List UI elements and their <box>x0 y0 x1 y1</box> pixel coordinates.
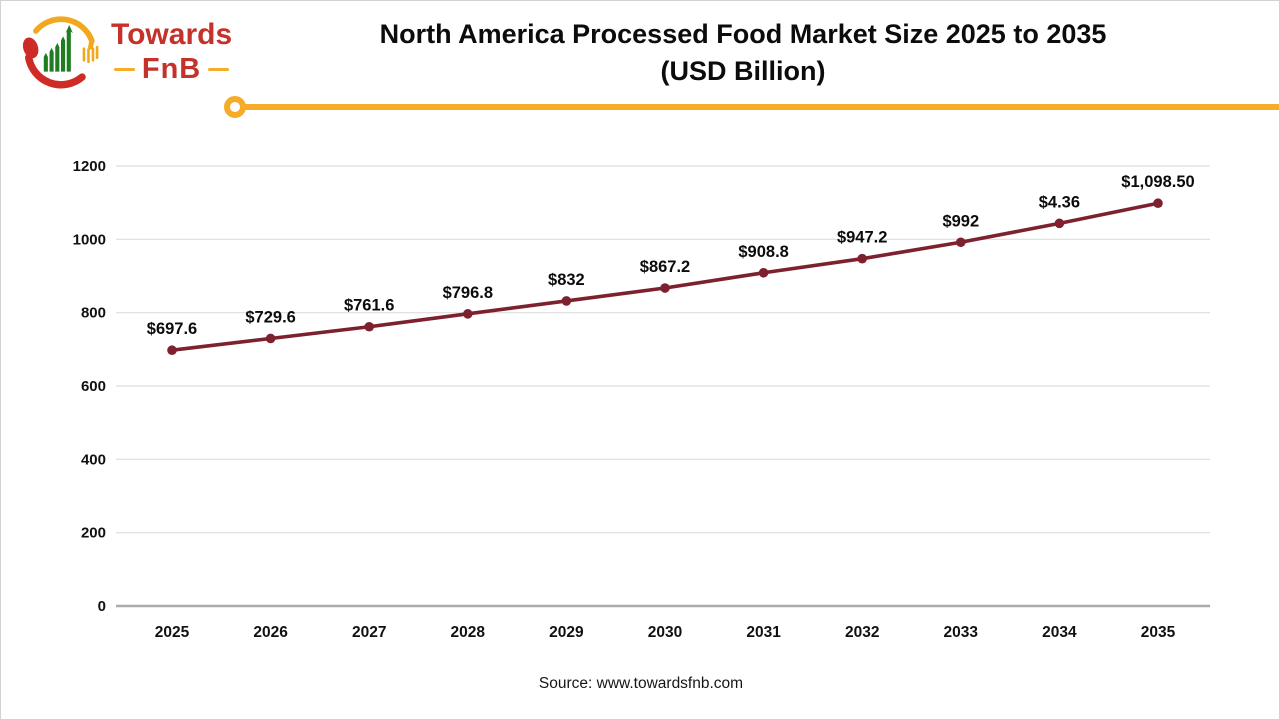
data-point-label: $796.8 <box>443 284 493 302</box>
x-tick-label: 2029 <box>549 624 584 641</box>
x-tick-label: 2026 <box>253 624 288 641</box>
brand-sub-row: FnB <box>113 53 230 85</box>
x-tick-label: 2035 <box>1141 624 1176 641</box>
chart-title: North America Processed Food Market Size… <box>239 16 1247 90</box>
data-point-marker <box>857 253 867 264</box>
brand-dash-right <box>208 68 230 71</box>
chart-title-line1: North America Processed Food Market Size… <box>379 19 1107 49</box>
x-tick-label: 2034 <box>1042 624 1077 641</box>
x-tick-label: 2033 <box>944 624 979 641</box>
data-point-label: $947.2 <box>837 229 887 247</box>
data-point-label: $832 <box>548 271 585 289</box>
fork-handle-arc <box>33 16 95 44</box>
y-tick-label: 800 <box>81 305 106 322</box>
data-point-marker <box>561 296 572 306</box>
data-point-marker <box>660 283 670 293</box>
data-point-label: $867.2 <box>640 258 690 276</box>
y-tick-label: 0 <box>98 598 106 615</box>
data-point-label: $729.6 <box>245 308 295 326</box>
header-divider-ring-icon <box>224 96 246 118</box>
spoon-fork-chart-icon <box>22 16 99 89</box>
fork-tines <box>82 45 99 64</box>
data-point-label: $697.6 <box>147 320 197 338</box>
y-tick-label: 400 <box>81 451 106 468</box>
data-point-label: $908.8 <box>738 243 788 261</box>
brand-text: Towards FnB <box>111 20 232 84</box>
fork-neck <box>88 38 95 50</box>
x-tick-label: 2031 <box>746 624 781 641</box>
data-point-marker <box>1054 218 1065 229</box>
data-point-marker <box>167 345 177 356</box>
data-point-label: $992 <box>942 212 979 230</box>
x-tick-label: 2025 <box>155 624 190 641</box>
chart-title-line2: (USD Billion) <box>660 56 826 86</box>
x-tick-label: 2027 <box>352 624 386 641</box>
data-point-label: $1,098.50 <box>1121 173 1194 191</box>
x-tick-label: 2030 <box>648 624 682 641</box>
brand-dash-left <box>113 68 135 71</box>
data-point-label: $4.36 <box>1039 193 1080 211</box>
brand-sub-name: FnB <box>141 53 202 85</box>
data-point-marker <box>956 237 966 248</box>
data-point-marker <box>758 267 769 278</box>
data-point-marker <box>364 321 375 332</box>
y-tick-label: 600 <box>81 378 106 395</box>
spoon-handle-arc <box>25 53 86 89</box>
spoon-bowl <box>22 37 39 59</box>
brand-logo: Towards FnB <box>17 11 232 93</box>
x-tick-label: 2028 <box>451 624 486 641</box>
y-tick-label: 200 <box>81 525 106 542</box>
y-tick-label: 1000 <box>73 231 106 248</box>
brand-name: Towards <box>111 18 233 51</box>
x-tick-label: 2032 <box>845 624 879 641</box>
y-tick-label: 1200 <box>73 158 106 175</box>
series-line <box>171 201 1159 353</box>
growth-bars <box>43 24 73 72</box>
data-point-marker <box>463 309 473 319</box>
data-point-marker <box>1153 198 1163 209</box>
source-text: Source: www.towardsfnb.com <box>538 675 744 692</box>
data-point-label: $761.6 <box>344 297 394 315</box>
header-divider-line <box>245 104 1279 110</box>
data-point-marker <box>265 333 276 344</box>
